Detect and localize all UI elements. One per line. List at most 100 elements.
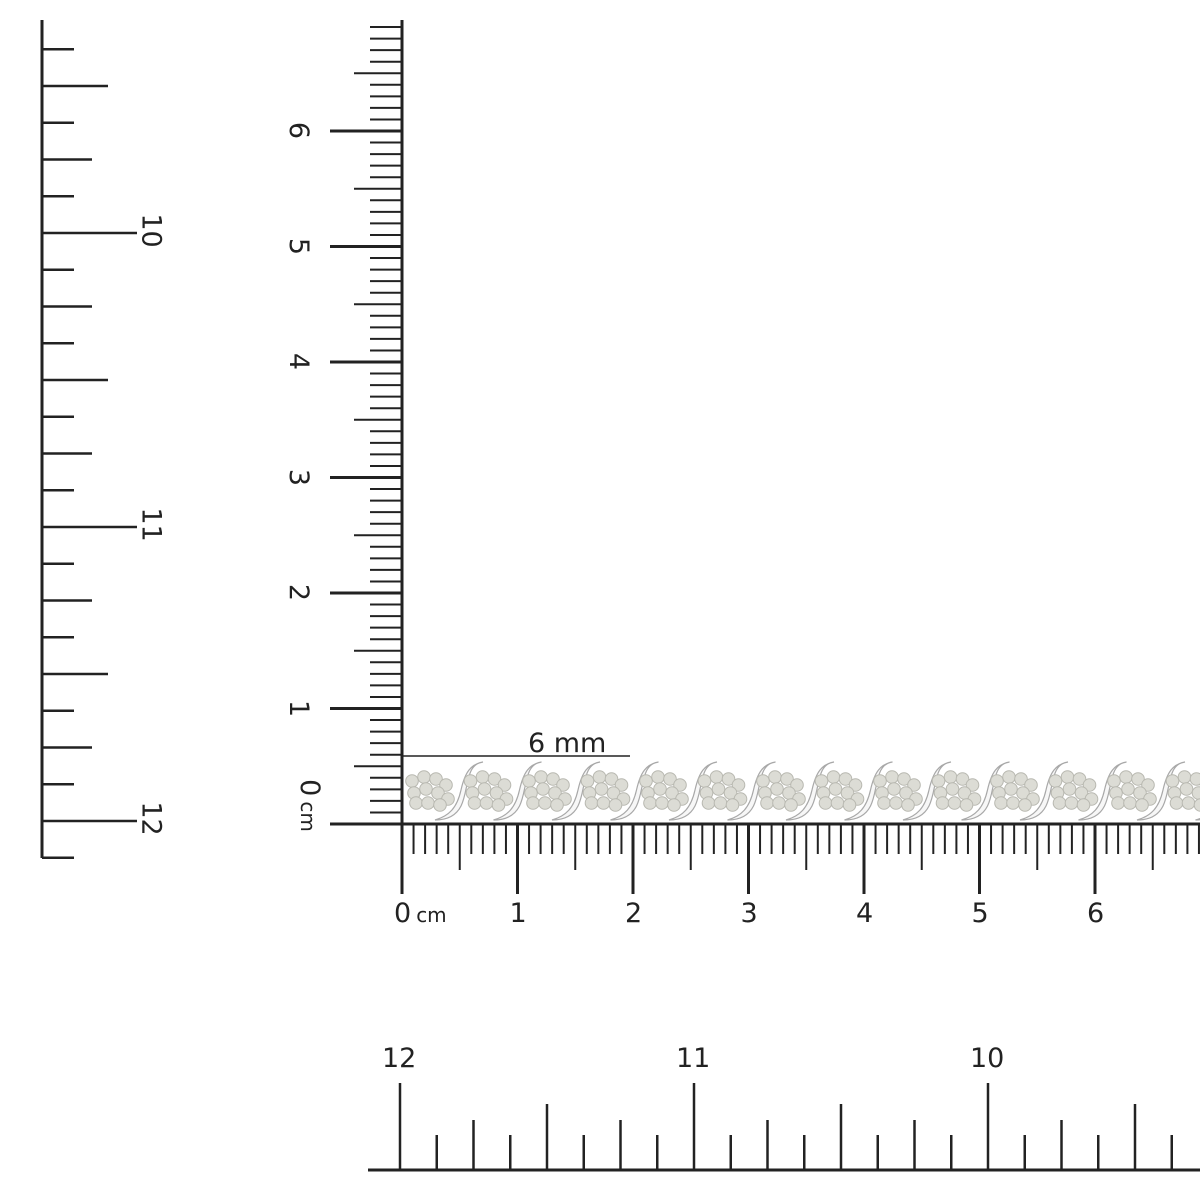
diamond [673, 778, 687, 792]
diamond [945, 782, 960, 796]
bracelet-link [697, 770, 748, 812]
diamond [1189, 772, 1200, 786]
diamond [522, 774, 536, 788]
diamond [770, 782, 784, 796]
cm-label-5: 5 [283, 237, 314, 254]
diamond [491, 798, 506, 812]
diamond [790, 778, 804, 792]
cm-label-1-text: 1 [509, 898, 527, 929]
cm-label-3-text: 3 [283, 468, 315, 486]
diamond [584, 796, 599, 810]
diamond [826, 770, 841, 784]
s-link [610, 761, 659, 821]
diamond [935, 796, 950, 810]
diamond [697, 774, 712, 788]
cm-label-1-text: 1 [283, 699, 315, 717]
diamond [1062, 782, 1077, 796]
diamond [943, 770, 958, 784]
cm-label-5-text: 5 [971, 898, 989, 929]
cm-label-6: 6 [283, 122, 314, 139]
diamond [1121, 782, 1135, 796]
diamond [608, 798, 623, 812]
diamond [873, 774, 887, 788]
bracelet-link [1165, 770, 1200, 812]
diamond [725, 798, 740, 812]
unit-label: cm [295, 801, 320, 832]
diamond [947, 796, 962, 810]
diamond [780, 772, 794, 786]
bracelet-link [580, 770, 631, 812]
diamond [1082, 778, 1097, 792]
diamond [889, 796, 903, 810]
inch-label-10: 10 [135, 213, 167, 248]
diamond [756, 774, 770, 788]
diamond [1111, 796, 1125, 810]
width-measurement-label: 6 mm [528, 730, 606, 757]
diamond [1181, 796, 1196, 810]
diamond [848, 778, 863, 792]
diamond [433, 798, 447, 812]
s-link [493, 761, 542, 821]
bracelet-link [873, 770, 923, 812]
bracelet-link [405, 770, 455, 812]
s-link [551, 761, 601, 821]
cm-label-1: 1 [510, 900, 527, 927]
bracelet-link [931, 770, 982, 812]
diamond [1119, 770, 1133, 784]
diamond [830, 796, 845, 810]
diamond [818, 796, 833, 810]
diamond [1141, 778, 1155, 792]
diamond [772, 796, 786, 810]
bracelet-link [814, 770, 865, 812]
diamond [409, 796, 423, 810]
diamond [784, 798, 798, 812]
diamond [1024, 778, 1038, 792]
bracelet-link [990, 770, 1040, 812]
diamond [955, 772, 970, 786]
diamond [838, 772, 853, 786]
diamond [614, 778, 629, 792]
diamond [580, 774, 595, 788]
diamond [1135, 798, 1149, 812]
diamond [419, 782, 433, 796]
diamond [1165, 774, 1180, 788]
cm-label-2-text: 2 [283, 583, 315, 602]
inch-label-10-text: 10 [135, 213, 167, 248]
cm-label-5: 5 [972, 900, 989, 927]
bracelet-link [463, 770, 514, 812]
s-link [961, 761, 1010, 821]
cm-label-3: 3 [741, 900, 758, 927]
cm-label-0-text: 0 [293, 779, 325, 797]
diamond [534, 770, 548, 784]
diamond [1131, 772, 1145, 786]
diamond [663, 772, 677, 786]
cm-label-4: 4 [856, 900, 873, 927]
diamond [487, 772, 502, 786]
diamond [463, 774, 478, 788]
diamond [828, 782, 843, 796]
cm-label-1: 1 [283, 699, 315, 717]
cm-label-3-text: 3 [740, 898, 758, 929]
diamond [475, 770, 490, 784]
diamond [477, 782, 492, 796]
diamond [1177, 770, 1192, 784]
diamond [731, 778, 746, 792]
diamond [1193, 798, 1200, 812]
inch-label-12-text: 12 [135, 801, 167, 836]
diamond [667, 798, 681, 812]
s-link [1078, 761, 1127, 821]
diamond [421, 796, 435, 810]
diamond [1076, 798, 1091, 812]
s-link [434, 761, 484, 821]
s-link [785, 761, 835, 821]
bracelet-link [522, 770, 572, 812]
diamond [526, 796, 540, 810]
diamond [901, 798, 915, 812]
diamond [639, 774, 653, 788]
diamond [417, 770, 431, 784]
bracelet-link [1048, 770, 1099, 812]
diamond [959, 798, 974, 812]
cm-label-2: 2 [625, 900, 642, 927]
cm-label-6-text: 6 [1087, 898, 1105, 929]
